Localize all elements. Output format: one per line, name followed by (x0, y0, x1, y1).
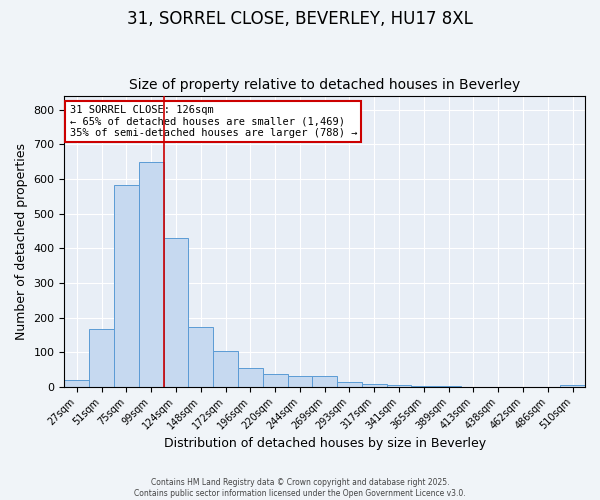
Bar (238, 368, 263, 387)
Bar (436, 386, 461, 387)
Bar (139, 162, 164, 387)
Bar (386, 385, 412, 387)
Bar (89, 328, 114, 387)
X-axis label: Distribution of detached houses by size in Beverley: Distribution of detached houses by size … (164, 437, 486, 450)
Bar (164, 238, 188, 387)
Bar (313, 376, 337, 387)
Title: Size of property relative to detached houses in Beverley: Size of property relative to detached ho… (129, 78, 520, 92)
Bar (412, 386, 436, 387)
Y-axis label: Number of detached properties: Number of detached properties (15, 143, 28, 340)
Bar (213, 351, 238, 387)
Text: 31, SORREL CLOSE, BEVERLEY, HU17 8XL: 31, SORREL CLOSE, BEVERLEY, HU17 8XL (127, 10, 473, 28)
Bar (560, 385, 585, 387)
Bar (263, 374, 287, 387)
Text: Contains HM Land Registry data © Crown copyright and database right 2025.
Contai: Contains HM Land Registry data © Crown c… (134, 478, 466, 498)
Bar (114, 186, 139, 387)
Bar (64, 380, 89, 387)
Bar (362, 384, 386, 387)
Bar (287, 376, 313, 387)
Bar (188, 328, 213, 387)
Bar (337, 382, 362, 387)
Text: 31 SORREL CLOSE: 126sqm
← 65% of detached houses are smaller (1,469)
35% of semi: 31 SORREL CLOSE: 126sqm ← 65% of detache… (70, 104, 357, 138)
